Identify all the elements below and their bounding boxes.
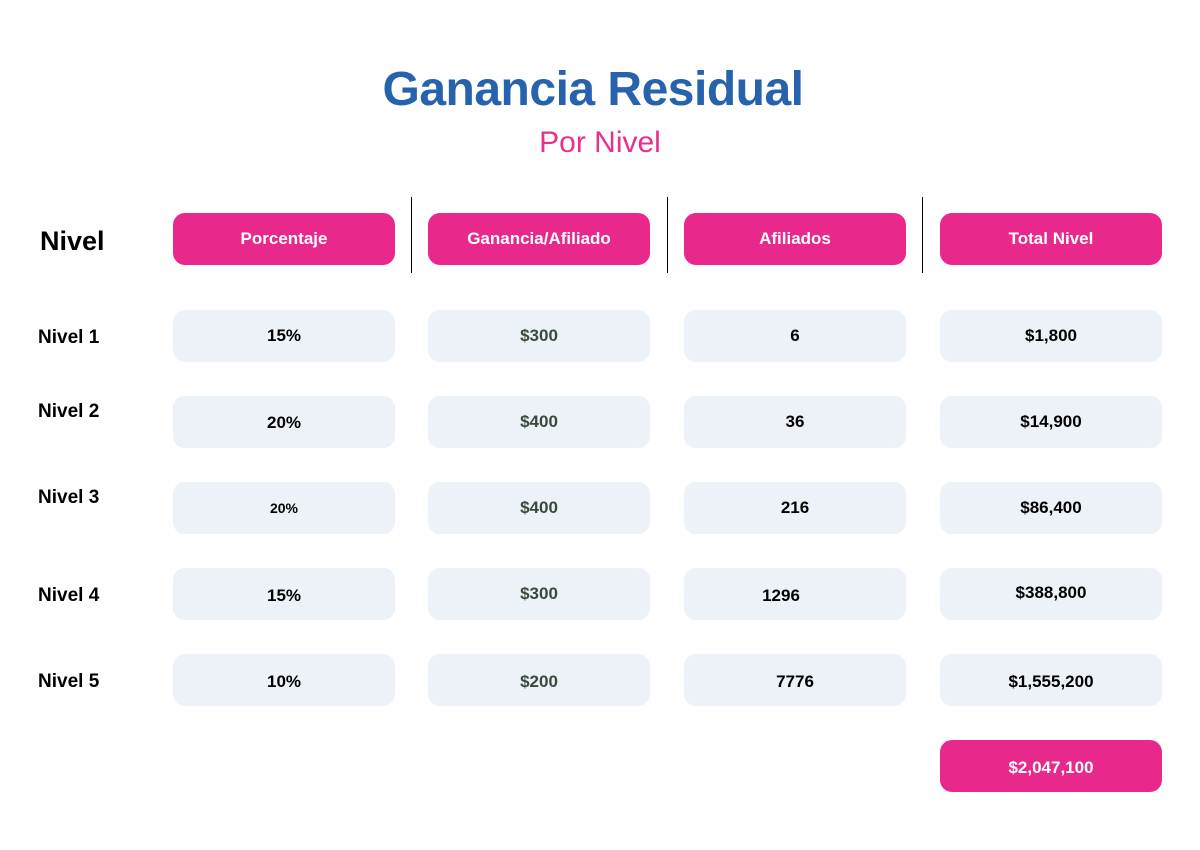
cell-ganancia: $300	[428, 568, 650, 620]
cell-total-nivel: $1,800	[940, 310, 1162, 362]
row-label-nivel-3: Nivel 3	[38, 487, 100, 508]
cell-total-nivel: $86,400	[940, 482, 1162, 534]
row-label-nivel-4: Nivel 4	[38, 585, 100, 606]
cell-porcentaje: 20%	[173, 396, 395, 448]
grand-total-badge: $2,047,100	[940, 740, 1162, 792]
header-total-nivel: Total Nivel	[940, 213, 1162, 265]
cell-afiliados: 1296	[684, 568, 906, 620]
cell-ganancia: $300	[428, 310, 650, 362]
nivel-column-header: Nivel	[40, 226, 105, 256]
page-subtitle: Por Nivel	[539, 126, 661, 159]
cell-afiliados: 6	[684, 310, 906, 362]
column-divider	[667, 197, 668, 273]
header-ganancia-afiliado: Ganancia/Afiliado	[428, 213, 650, 265]
cell-porcentaje: 15%	[173, 310, 395, 362]
column-divider	[411, 197, 412, 273]
cell-total-nivel: $388,800	[940, 568, 1162, 620]
cell-total-nivel: $1,555,200	[940, 654, 1162, 706]
cell-ganancia: $400	[428, 482, 650, 534]
cell-porcentaje: 20%	[173, 482, 395, 534]
row-label-nivel-1: Nivel 1	[38, 327, 100, 348]
cell-total-nivel: $14,900	[940, 396, 1162, 448]
page-title: Ganancia Residual	[382, 63, 805, 116]
header-afiliados: Afiliados	[684, 213, 906, 265]
row-label-nivel-5: Nivel 5	[38, 671, 100, 692]
cell-afiliados: 7776	[684, 654, 906, 706]
cell-porcentaje: 10%	[173, 654, 395, 706]
cell-ganancia: $200	[428, 654, 650, 706]
cell-afiliados: 216	[684, 482, 906, 534]
column-divider	[922, 197, 923, 273]
header-porcentaje: Porcentaje	[173, 213, 395, 265]
cell-afiliados: 36	[684, 396, 906, 448]
cell-ganancia: $400	[428, 396, 650, 448]
cell-porcentaje: 15%	[173, 568, 395, 620]
row-label-nivel-2: Nivel 2	[38, 401, 100, 422]
